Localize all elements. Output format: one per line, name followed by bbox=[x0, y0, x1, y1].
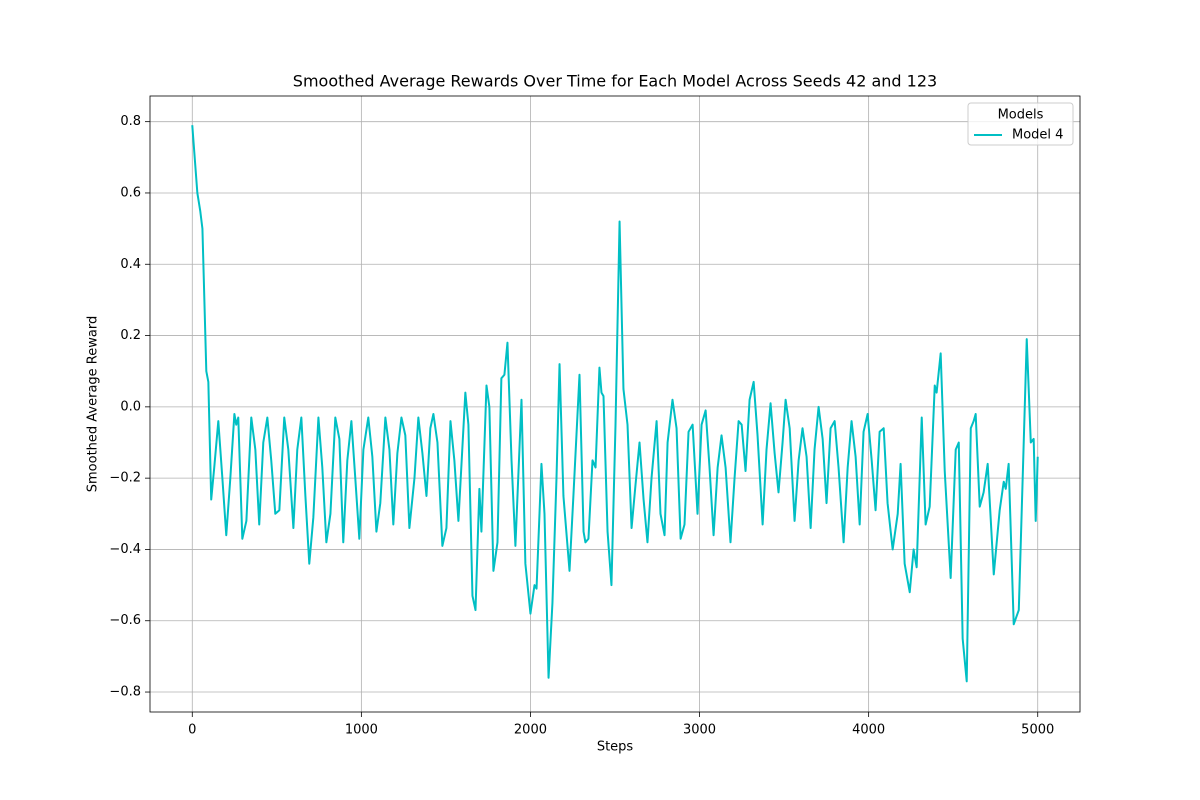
x-tick-label: 0 bbox=[188, 723, 196, 738]
x-tick-label: 5000 bbox=[1021, 723, 1054, 738]
y-tick-label: 0.6 bbox=[120, 185, 141, 200]
y-tick-label: 0.0 bbox=[120, 399, 141, 414]
legend-title: Models bbox=[998, 108, 1044, 123]
y-tick-label: −0.4 bbox=[109, 542, 141, 557]
legend-label: Model 4 bbox=[1012, 128, 1063, 143]
plot-frame bbox=[149, 95, 1081, 713]
y-axis-label: Smoothed Average Reward bbox=[86, 316, 101, 492]
x-axis-label: Steps bbox=[597, 740, 634, 755]
x-tick-label: 3000 bbox=[683, 723, 716, 738]
chart-title: Smoothed Average Rewards Over Time for E… bbox=[293, 72, 937, 91]
x-tick-label: 2000 bbox=[514, 723, 547, 738]
x-tick-label: 1000 bbox=[345, 723, 378, 738]
y-tick-label: 0.4 bbox=[120, 257, 141, 272]
y-tick-label: −0.8 bbox=[109, 685, 141, 700]
x-tick-label: 4000 bbox=[852, 723, 885, 738]
y-tick-label: −0.2 bbox=[109, 471, 141, 486]
y-tick-label: 0.8 bbox=[120, 114, 141, 129]
y-tick-label: −0.6 bbox=[109, 613, 141, 628]
data-line bbox=[191, 125, 1039, 683]
y-tick-label: 0.2 bbox=[120, 328, 141, 343]
